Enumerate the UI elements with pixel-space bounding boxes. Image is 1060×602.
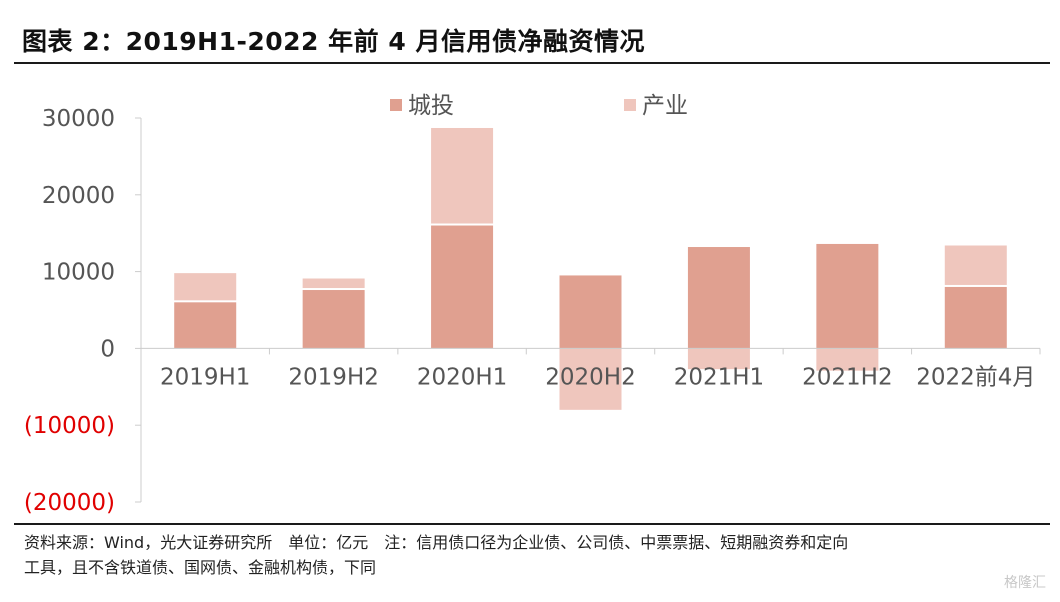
x-tick-label: 2021H1 (674, 364, 764, 390)
source-note-line2: 工具，且不含铁道债、国网债、金融机构债，下同 (24, 558, 377, 577)
y-tick-label: 10000 (42, 260, 115, 286)
x-tick-label: 2019H2 (288, 364, 378, 390)
source-note: 资料来源：Wind，光大证券研究所 单位：亿元 注：信用债口径为企业债、公司债、… (24, 530, 1044, 580)
source-note-line1: 资料来源：Wind，光大证券研究所 单位：亿元 注：信用债口径为企业债、公司债、… (24, 533, 849, 552)
x-tick-label: 2020H2 (545, 364, 635, 390)
net-financing-chart: 30000 20000 10000 0 (10000) (20000) 2019H1 2019… (24, 93, 1041, 516)
bar-chengtou (687, 247, 750, 349)
bar-chengtou (174, 302, 237, 349)
x-tick-label: 2022前4月 (916, 364, 1035, 390)
footer-divider (14, 523, 1050, 525)
bar-chengtou (302, 290, 365, 349)
legend-label: 产业 (642, 93, 688, 119)
bar-chanye (944, 245, 1007, 285)
legend-swatch (390, 99, 402, 111)
bar-chengtou (816, 243, 879, 349)
bar-chanye (687, 348, 750, 370)
bar-chanye (174, 273, 237, 301)
y-tick-label: 20000 (42, 183, 115, 209)
bar-chanye (559, 348, 622, 410)
bar-chengtou (431, 225, 494, 349)
chart-title: 图表 2：2019H1-2022 年前 4 月信用债净融资情况 (22, 27, 645, 56)
y-tick-label: 30000 (42, 106, 115, 132)
x-tick-label: 2019H1 (160, 364, 250, 390)
bar-chanye (431, 127, 494, 224)
title-divider (14, 62, 1050, 64)
x-tick-label: 2020H1 (417, 364, 507, 390)
x-tick-label: 2021H2 (802, 364, 892, 390)
bar-chanye (302, 278, 365, 289)
y-tick-label: (20000) (24, 490, 115, 516)
watermark-logo: 格隆汇 (1004, 575, 1046, 591)
legend-label: 城投 (408, 93, 454, 119)
bar-chengtou (944, 286, 1007, 349)
bar-chengtou (559, 275, 622, 349)
legend-swatch (624, 99, 636, 111)
y-tick-label: (10000) (24, 413, 115, 439)
y-tick-label: 0 (100, 336, 115, 362)
bar-chanye (816, 348, 879, 371)
